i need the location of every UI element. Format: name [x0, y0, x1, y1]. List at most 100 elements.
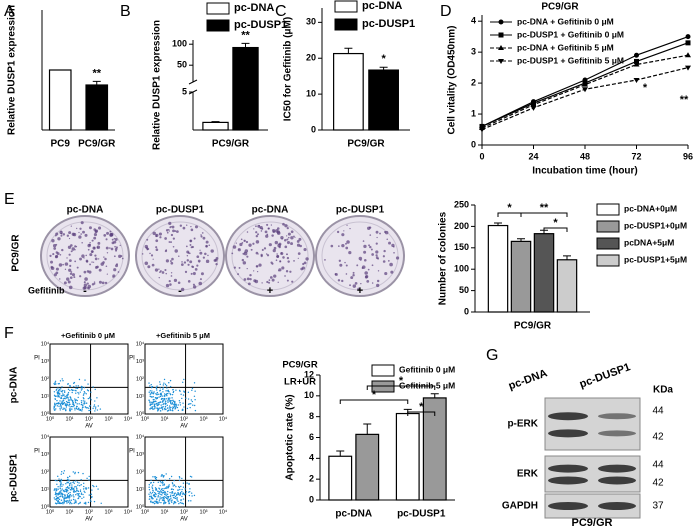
event [156, 502, 158, 504]
colony [246, 267, 248, 270]
colony [361, 265, 366, 269]
event [152, 408, 154, 411]
colony [141, 253, 144, 255]
event [68, 497, 71, 499]
event [68, 499, 71, 501]
colony [387, 259, 390, 262]
event [160, 491, 162, 494]
event [59, 496, 61, 498]
event [152, 393, 154, 395]
event [149, 395, 151, 397]
colony [290, 242, 294, 246]
colony [356, 264, 359, 267]
event [55, 488, 57, 490]
event [55, 403, 58, 405]
event [184, 488, 186, 490]
event [60, 407, 63, 409]
event [194, 409, 197, 412]
event [148, 382, 150, 384]
event [73, 502, 75, 505]
colony [344, 261, 346, 264]
event [153, 476, 156, 478]
event [162, 492, 164, 494]
flow-tick: 10³ [41, 452, 49, 458]
event [69, 482, 71, 485]
event [166, 498, 169, 500]
event [63, 489, 65, 492]
event [163, 484, 165, 486]
colony [278, 268, 282, 272]
colony [297, 257, 299, 259]
colony [155, 246, 158, 249]
event [72, 405, 74, 408]
colony [171, 257, 174, 261]
colony [93, 236, 97, 240]
lane-label: pc-DNA [507, 367, 549, 392]
event [168, 484, 170, 486]
column-label: +Gefitinib 0 μM [61, 331, 115, 340]
bar [48, 69, 72, 131]
colony [60, 232, 63, 235]
event [164, 493, 166, 495]
colony [61, 248, 64, 252]
event [174, 403, 177, 406]
event [75, 491, 77, 493]
event [173, 403, 176, 405]
event [63, 497, 65, 499]
event [157, 393, 160, 395]
event [61, 471, 63, 473]
event [62, 393, 64, 395]
event [90, 391, 92, 393]
colony [169, 260, 172, 263]
event [84, 491, 86, 494]
error-bar [241, 42, 250, 48]
colony [279, 260, 282, 263]
flow-tick: 10¹ [161, 416, 169, 422]
flow-axis: AV [85, 517, 93, 523]
event [59, 483, 62, 485]
event [155, 476, 158, 479]
flow-tick: 10¹ [66, 416, 74, 422]
event [170, 500, 172, 502]
legend-swatch [206, 19, 230, 32]
colony [89, 253, 93, 257]
event [74, 401, 77, 404]
colony [198, 281, 203, 286]
event [64, 398, 66, 400]
colony [395, 256, 400, 260]
event [93, 485, 95, 488]
colony [284, 275, 286, 277]
band [598, 464, 636, 473]
event [157, 481, 160, 483]
event [175, 406, 177, 408]
colony [341, 279, 344, 283]
event [58, 394, 60, 396]
event [53, 497, 56, 499]
event [94, 400, 96, 402]
colony [239, 242, 243, 247]
colony [302, 262, 305, 266]
colony [345, 246, 349, 250]
colony [250, 248, 253, 251]
colony [165, 272, 167, 275]
event [191, 400, 194, 403]
event [182, 381, 184, 383]
event [57, 488, 59, 490]
event [187, 403, 190, 405]
event [187, 500, 190, 502]
event [68, 408, 71, 410]
colony [180, 287, 185, 292]
colony [263, 247, 267, 250]
legend-swatch [334, 18, 358, 31]
event [165, 398, 168, 400]
event [153, 404, 156, 406]
colony [115, 249, 117, 252]
event [162, 499, 164, 502]
event [56, 499, 58, 501]
event [94, 388, 96, 391]
event [92, 484, 94, 487]
event [159, 480, 162, 483]
colony [79, 227, 82, 230]
event [154, 500, 156, 503]
event [85, 402, 88, 404]
